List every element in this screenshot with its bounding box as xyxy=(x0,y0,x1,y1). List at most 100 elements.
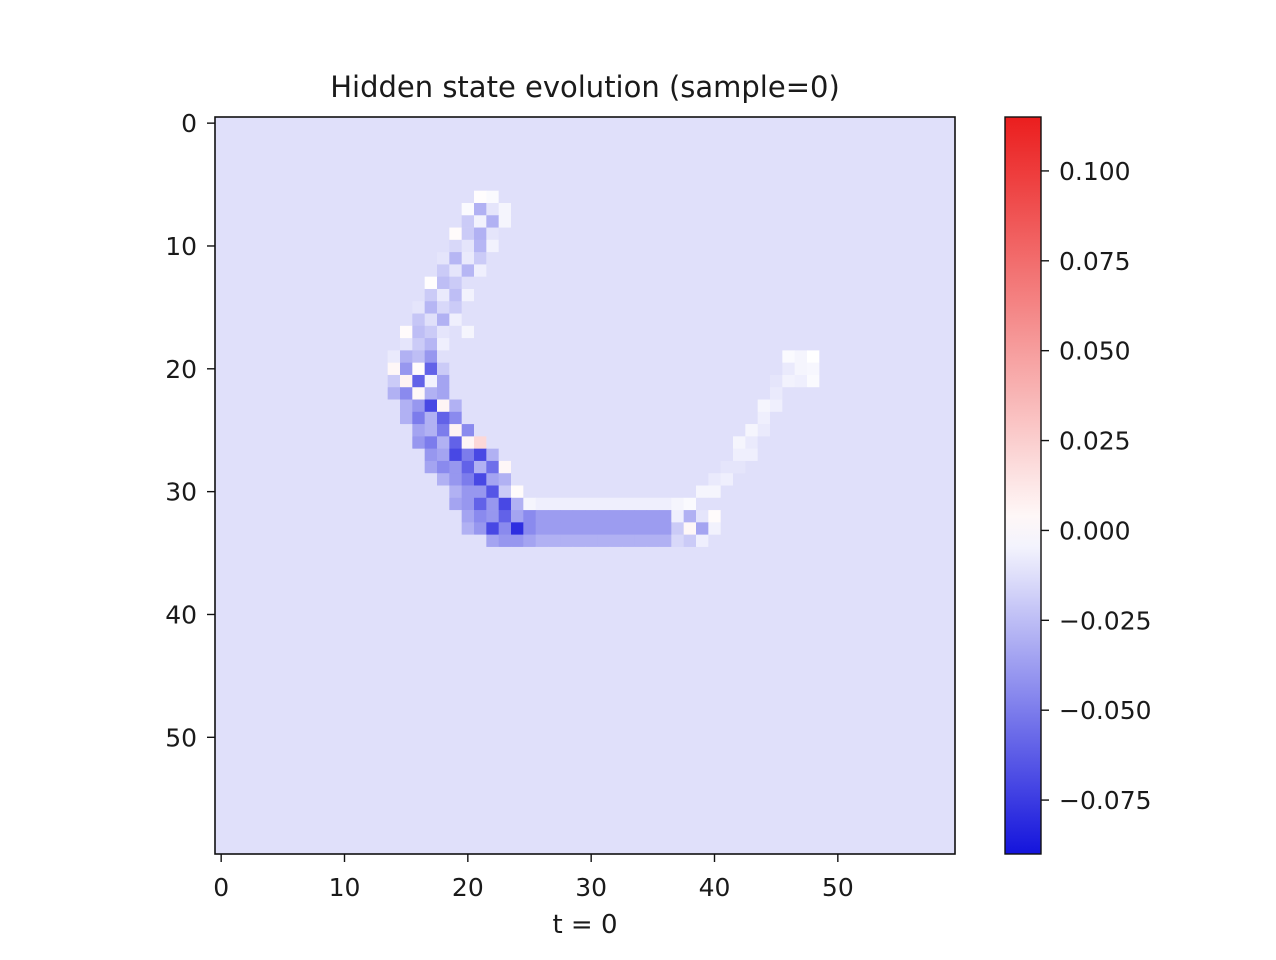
heatmap-cell xyxy=(671,841,685,855)
heatmap-cell xyxy=(585,276,598,290)
heatmap-cell xyxy=(215,252,228,265)
heatmap-cell xyxy=(535,731,549,744)
heatmap-cell xyxy=(535,374,549,388)
heatmap-cell xyxy=(338,129,352,142)
heatmap-cell xyxy=(893,399,907,413)
heatmap-cell xyxy=(942,804,956,818)
heatmap-cell xyxy=(757,596,771,609)
heatmap-cell xyxy=(252,682,265,695)
heatmap-cell xyxy=(733,411,746,425)
heatmap-cell xyxy=(905,129,919,142)
heatmap-cell xyxy=(918,596,931,609)
heatmap-cell xyxy=(227,768,241,781)
heatmap-cell xyxy=(844,620,857,634)
heatmap-cell xyxy=(289,657,302,671)
heatmap-cell xyxy=(905,571,919,585)
heatmap-cell xyxy=(511,596,524,609)
heatmap-cell xyxy=(424,424,438,437)
heatmap-cell xyxy=(301,817,315,830)
heatmap-cell xyxy=(646,841,660,855)
heatmap-cell xyxy=(782,141,796,155)
heatmap-cell xyxy=(757,829,771,843)
heatmap-cell xyxy=(548,645,561,658)
heatmap-cell xyxy=(486,325,500,339)
heatmap-cell xyxy=(548,657,561,671)
heatmap-cell xyxy=(437,632,450,646)
heatmap-cell xyxy=(708,657,722,671)
heatmap-cell xyxy=(338,313,352,327)
heatmap-cell xyxy=(782,706,796,720)
heatmap-cell xyxy=(474,399,487,413)
heatmap-cell xyxy=(338,706,352,720)
heatmap-cell xyxy=(474,448,487,462)
heatmap-cell xyxy=(412,190,426,204)
heatmap-cell xyxy=(844,436,857,450)
heatmap-cell xyxy=(918,571,931,585)
heatmap-cell xyxy=(831,350,845,364)
heatmap-cell xyxy=(856,313,870,327)
heatmap-cell xyxy=(782,166,796,179)
heatmap-cell xyxy=(634,645,648,658)
heatmap-cell xyxy=(474,706,487,720)
heatmap-cell xyxy=(486,387,500,400)
heatmap-cell xyxy=(437,534,450,548)
heatmap-cell xyxy=(326,424,339,437)
heatmap-cell xyxy=(326,178,339,192)
heatmap-cell xyxy=(597,325,611,339)
heatmap-cell xyxy=(252,620,265,634)
heatmap-cell xyxy=(856,362,870,376)
heatmap-cell xyxy=(683,620,697,634)
heatmap-cell xyxy=(708,362,722,376)
heatmap-cell xyxy=(597,399,611,413)
heatmap-cell xyxy=(831,460,845,474)
heatmap-cell xyxy=(696,497,709,511)
heatmap-cell xyxy=(942,694,956,707)
heatmap-cell xyxy=(659,534,672,548)
heatmap-cell xyxy=(215,325,228,339)
heatmap-cell xyxy=(905,301,919,314)
heatmap-cell xyxy=(387,325,401,339)
heatmap-cell xyxy=(301,755,315,769)
heatmap-cell xyxy=(720,632,734,646)
heatmap-cell xyxy=(400,817,413,830)
heatmap-cell xyxy=(942,485,956,499)
heatmap-cell xyxy=(572,669,586,683)
heatmap-cell xyxy=(548,424,561,437)
heatmap-cell xyxy=(942,817,956,830)
heatmap-cell xyxy=(819,583,833,597)
heatmap-cell xyxy=(264,374,278,388)
heatmap-cell xyxy=(634,178,648,192)
heatmap-cell xyxy=(313,571,327,585)
heatmap-cell xyxy=(696,117,709,130)
heatmap-cell xyxy=(387,350,401,364)
heatmap-cell xyxy=(794,583,808,597)
heatmap-cell xyxy=(893,694,907,707)
heatmap-cell xyxy=(856,559,870,572)
heatmap-cell xyxy=(363,497,376,511)
heatmap-cell xyxy=(634,583,648,597)
heatmap-cell xyxy=(893,473,907,486)
heatmap-cell xyxy=(770,215,783,228)
heatmap-cell xyxy=(696,596,709,609)
heatmap-cell xyxy=(794,460,808,474)
heatmap-cell xyxy=(486,362,500,376)
heatmap-cell xyxy=(511,620,524,634)
heatmap-cell xyxy=(585,571,598,585)
heatmap-cell xyxy=(560,460,574,474)
heatmap-cell xyxy=(856,338,870,351)
heatmap-cell xyxy=(375,202,389,216)
heatmap-cell xyxy=(535,460,549,474)
heatmap-cell xyxy=(375,374,389,388)
heatmap-cell xyxy=(511,301,524,314)
heatmap-cell xyxy=(930,522,944,536)
heatmap-cell xyxy=(313,460,327,474)
heatmap-cell xyxy=(794,252,808,265)
heatmap-cell xyxy=(868,632,882,646)
heatmap-cell xyxy=(375,669,389,683)
heatmap-cell xyxy=(905,227,919,241)
heatmap-cell xyxy=(794,669,808,683)
heatmap-cell xyxy=(449,350,463,364)
heatmap-cell xyxy=(794,804,808,818)
heatmap-cell xyxy=(375,608,389,622)
heatmap-cell xyxy=(597,202,611,216)
